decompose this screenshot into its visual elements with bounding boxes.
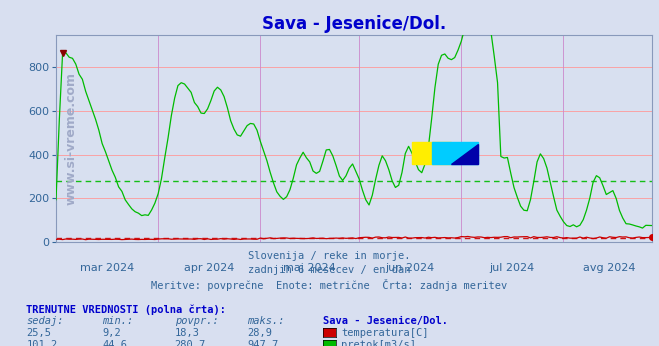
Text: 947,7: 947,7 — [247, 340, 278, 346]
Text: 18,3: 18,3 — [175, 328, 200, 338]
Text: pretok[m3/s]: pretok[m3/s] — [341, 340, 416, 346]
Text: apr 2024: apr 2024 — [184, 263, 235, 273]
Text: temperatura[C]: temperatura[C] — [341, 328, 429, 338]
Text: maks.:: maks.: — [247, 316, 285, 326]
Text: 44,6: 44,6 — [102, 340, 127, 346]
Text: jul 2024: jul 2024 — [490, 263, 535, 273]
Polygon shape — [432, 142, 478, 164]
Text: sedaj:: sedaj: — [26, 316, 64, 326]
Text: 28,9: 28,9 — [247, 328, 272, 338]
Title: Sava - Jesenice/Dol.: Sava - Jesenice/Dol. — [262, 15, 446, 33]
Text: mar 2024: mar 2024 — [80, 263, 134, 273]
Text: 280,7: 280,7 — [175, 340, 206, 346]
Text: TRENUTNE VREDNOSTI (polna črta):: TRENUTNE VREDNOSTI (polna črta): — [26, 304, 226, 315]
Bar — [412, 142, 451, 164]
Polygon shape — [451, 144, 478, 164]
Text: min.:: min.: — [102, 316, 133, 326]
Text: 25,5: 25,5 — [26, 328, 51, 338]
Text: 9,2: 9,2 — [102, 328, 121, 338]
Text: povpr.:: povpr.: — [175, 316, 218, 326]
Text: www.si-vreme.com: www.si-vreme.com — [65, 72, 77, 205]
Text: 101,2: 101,2 — [26, 340, 57, 346]
Text: jun 2024: jun 2024 — [386, 263, 435, 273]
Text: Slovenija / reke in morje.: Slovenija / reke in morje. — [248, 251, 411, 261]
Text: zadnjih 6 mesecev / en dan: zadnjih 6 mesecev / en dan — [248, 265, 411, 275]
Text: avg 2024: avg 2024 — [583, 263, 636, 273]
Text: Sava - Jesenice/Dol.: Sava - Jesenice/Dol. — [323, 316, 448, 326]
Text: Meritve: povprečne  Enote: metrične  Črta: zadnja meritev: Meritve: povprečne Enote: metrične Črta:… — [152, 279, 507, 291]
Text: maj 2024: maj 2024 — [283, 263, 336, 273]
